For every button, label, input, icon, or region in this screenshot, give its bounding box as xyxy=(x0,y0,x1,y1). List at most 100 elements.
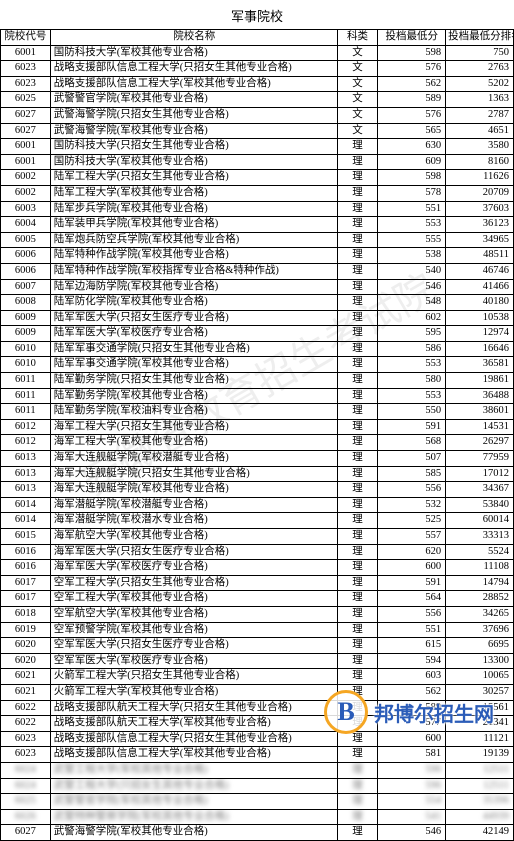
cell-code: 6020 xyxy=(1,638,51,654)
cell-name: 陆军特种作战学院(军校其他专业合格) xyxy=(50,248,337,264)
cell-score: 620 xyxy=(378,544,446,560)
table-row: 6010陆军军事交通学院(只招女生其他专业合格)理58616646 xyxy=(1,341,514,357)
cell-code: 6012 xyxy=(1,435,51,451)
cell-score: 581 xyxy=(378,747,446,763)
table-row: 6011陆军勤务学院(只招女生其他专业合格)理58019861 xyxy=(1,373,514,389)
cell-name: 陆军军事交通学院(只招女生其他专业合格) xyxy=(50,341,337,357)
cell-code: 6003 xyxy=(1,201,51,217)
cell-code: 6027 xyxy=(1,123,51,139)
cell-subject: 理 xyxy=(337,170,378,186)
cell-subject: 理 xyxy=(337,279,378,295)
cell-score: 580 xyxy=(378,373,446,389)
cell-score: 555 xyxy=(378,232,446,248)
table-row: 6007陆军边海防学院(军校其他专业合格)理54641466 xyxy=(1,279,514,295)
cell-score: 553 xyxy=(378,217,446,233)
cell-name: 陆军边海防学院(军校其他专业合格) xyxy=(50,279,337,295)
cell-code: 6001 xyxy=(1,45,51,61)
cell-code: 6025 xyxy=(1,92,51,108)
cell-rank: 34367 xyxy=(446,482,514,498)
cell-score: 554 xyxy=(378,794,446,810)
cell-rank: 44939 xyxy=(446,809,514,825)
cell-name: 海军军医大学(只招女生医疗专业合格) xyxy=(50,544,337,560)
cell-score: 548 xyxy=(378,295,446,311)
cell-subject: 理 xyxy=(337,154,378,170)
cell-subject: 理 xyxy=(337,404,378,420)
header-subject: 科类 xyxy=(337,30,378,46)
cell-score: 576 xyxy=(378,107,446,123)
cell-score: 602 xyxy=(378,310,446,326)
cell-name: 海军大连舰艇学院(只招女生其他专业合格) xyxy=(50,466,337,482)
cell-rank: 46746 xyxy=(446,263,514,279)
cell-score: 546 xyxy=(378,825,446,841)
table-row: 6026武警特种警察学院(军校其他专业合格)理54144939 xyxy=(1,809,514,825)
cell-code: 6006 xyxy=(1,263,51,279)
table-row: 6016海军军医大学(只招女生医疗专业合格)理6205524 xyxy=(1,544,514,560)
cell-name: 陆军特种作战学院(军校指挥专业合格&特种作战) xyxy=(50,263,337,279)
cell-rank: 38601 xyxy=(446,404,514,420)
cell-rank: 6695 xyxy=(446,638,514,654)
table-row: 6023战略支援部队信息工程大学(只招女生其他专业合格)文5762763 xyxy=(1,61,514,77)
cell-subject: 理 xyxy=(337,606,378,622)
cell-name: 火箭军工程大学(军校其他专业合格) xyxy=(50,684,337,700)
cell-code: 6024 xyxy=(1,778,51,794)
cell-score: 541 xyxy=(378,809,446,825)
cell-rank: 5524 xyxy=(446,544,514,560)
cell-code: 6014 xyxy=(1,513,51,529)
cell-code: 6011 xyxy=(1,388,51,404)
cell-score: 598 xyxy=(378,170,446,186)
cell-subject: 理 xyxy=(337,529,378,545)
cell-name: 空军军医大学(只招女生医疗专业合格) xyxy=(50,638,337,654)
cell-rank: 2763 xyxy=(446,61,514,77)
page-title: 军事院校 xyxy=(0,0,514,29)
cell-rank: 36123 xyxy=(446,217,514,233)
cell-rank: 53840 xyxy=(446,497,514,513)
cell-subject: 文 xyxy=(337,107,378,123)
cell-rank: 36488 xyxy=(446,388,514,404)
table-row: 6023战略支援部队信息工程大学(军校其他专业合格)理58119139 xyxy=(1,747,514,763)
table-row: 6027武警海警学院(军校其他专业合格)文5654651 xyxy=(1,123,514,139)
cell-name: 武警海警学院(军校其他专业合格) xyxy=(50,123,337,139)
table-row: 6019空军预警学院(军校其他专业合格)理55137696 xyxy=(1,622,514,638)
cell-code: 6012 xyxy=(1,419,51,435)
cell-name: 武警海警学院(只招女生其他专业合格) xyxy=(50,107,337,123)
cell-rank: 12511 xyxy=(446,778,514,794)
cell-score: 550 xyxy=(378,404,446,420)
cell-code: 6017 xyxy=(1,575,51,591)
cell-name: 海军工程大学(军校其他专业合格) xyxy=(50,435,337,451)
cell-name: 空军军医大学(军校医疗专业合格) xyxy=(50,653,337,669)
cell-score: 507 xyxy=(378,451,446,467)
cell-score: 556 xyxy=(378,606,446,622)
table-row: 6012海军工程大学(军校其他专业合格)理56826297 xyxy=(1,435,514,451)
cell-subject: 理 xyxy=(337,232,378,248)
cell-name: 战略支援部队信息工程大学(军校其他专业合格) xyxy=(50,747,337,763)
cell-rank: 35396 xyxy=(446,794,514,810)
logo-circle-icon: B xyxy=(324,690,368,734)
cell-subject: 理 xyxy=(337,341,378,357)
cell-code: 6020 xyxy=(1,653,51,669)
cell-rank: 42149 xyxy=(446,825,514,841)
cell-subject: 理 xyxy=(337,326,378,342)
cell-subject: 理 xyxy=(337,373,378,389)
cell-rank: 37696 xyxy=(446,622,514,638)
table-row: 6027武警海警学院(只招女生其他专业合格)文5762787 xyxy=(1,107,514,123)
table-row: 6014海军潜艇学院(军校潜水专业合格)理52560014 xyxy=(1,513,514,529)
cell-rank: 14794 xyxy=(446,575,514,591)
cell-code: 6016 xyxy=(1,560,51,576)
cell-subject: 理 xyxy=(337,482,378,498)
table-row: 6016海军军医大学(军校医疗专业合格)理60011108 xyxy=(1,560,514,576)
cell-subject: 理 xyxy=(337,263,378,279)
header-name: 院校名称 xyxy=(50,30,337,46)
cell-subject: 理 xyxy=(337,217,378,233)
cell-rank: 11626 xyxy=(446,170,514,186)
cell-name: 国防科技大学(只招女生其他专业合格) xyxy=(50,139,337,155)
cell-subject: 理 xyxy=(337,388,378,404)
cell-rank: 48511 xyxy=(446,248,514,264)
cell-subject: 理 xyxy=(337,513,378,529)
cell-code: 6016 xyxy=(1,544,51,560)
table-row: 6024武警工程大学(只招女生其他专业合格)理59612511 xyxy=(1,778,514,794)
cell-subject: 理 xyxy=(337,419,378,435)
cell-code: 6010 xyxy=(1,341,51,357)
cell-subject: 理 xyxy=(337,357,378,373)
table-row: 6002陆军工程大学(军校其他专业合格)理57820709 xyxy=(1,185,514,201)
cell-score: 556 xyxy=(378,482,446,498)
